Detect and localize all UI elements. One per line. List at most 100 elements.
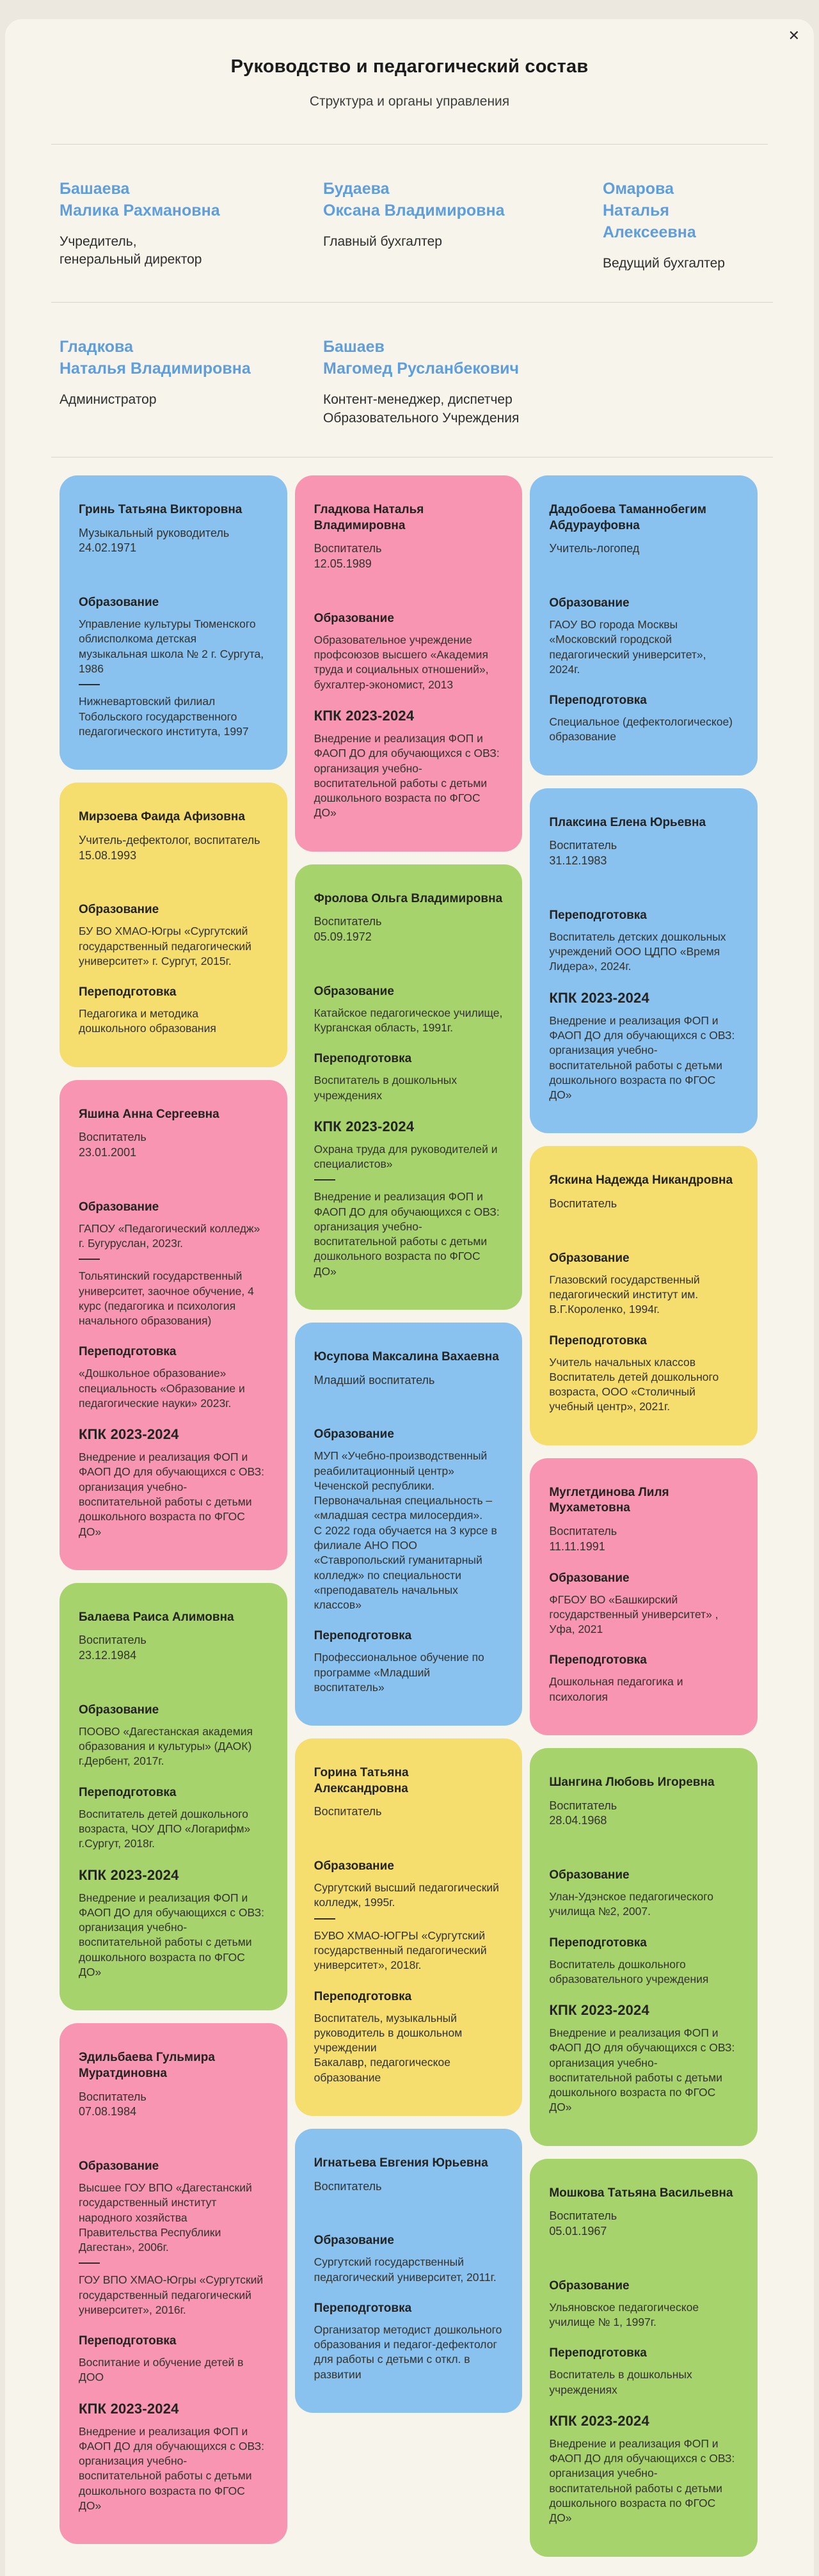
staff-card: Балаева Раиса Алимовна Воспитатель 23.12.1…: [60, 1582, 287, 2011]
staff-role: Младший воспитатель: [314, 1373, 435, 1387]
kpk-heading: КПК 2023-2024: [549, 2412, 649, 2429]
staff-dob: 15.08.1993: [79, 848, 137, 862]
section-text: Катайское педагогическое училище, Курган…: [314, 1006, 503, 1035]
card-spacer: [314, 1820, 504, 1843]
manager-role: Администратор: [60, 392, 157, 408]
section-text: Внедрение и реализация ФОП и ФАОП ДО для…: [314, 731, 500, 820]
section-heading: Переподготовка: [79, 985, 177, 999]
management-row: Гладкова Наталья Владимировна Администрат…: [60, 303, 765, 457]
section-text: Внедрение и реализация ФОП и ФАОП ДО для…: [549, 2437, 735, 2525]
section-text: Дошкольная педагогика и психология: [549, 1675, 683, 1703]
section-text: Улан-Удэнское педагогического училища №2…: [549, 1890, 713, 1918]
staff-name: Плаксина Елена Юрьевна: [549, 815, 706, 829]
staff-card: Шангина Любовь Игоревна Воспитатель 28.04.…: [530, 1747, 758, 2146]
staff-role: Музыкальный руководитель: [79, 526, 230, 539]
manager-role: Главный бухгалтер: [323, 234, 442, 249]
section-heading: Переподготовка: [549, 1653, 647, 1667]
staff-column: Гринь Татьяна Викторовна Музыкальный руко…: [60, 475, 287, 2545]
card-spacer: [549, 2239, 738, 2262]
staff-dob: 28.04.1968: [549, 1814, 607, 1827]
kpk-heading: КПК 2023-2024: [549, 989, 649, 1006]
kpk-heading: КПК 2023-2024: [314, 707, 415, 724]
manager-name: Омарова Наталья Алексеевна: [603, 180, 696, 241]
section-heading: Образование: [79, 903, 159, 917]
section-text: Сургутский высший педагогический колледж…: [314, 1881, 499, 1909]
staff-name: Горина Татьяна Александровна: [314, 1766, 409, 1795]
section-heading: Образование: [549, 1868, 630, 1882]
staff-card: Плаксина Елена Юрьевна Воспитатель 31.12.1…: [530, 788, 758, 1134]
section-text: БУ ВО ХМАО-Югры «Сургутский государствен…: [79, 925, 251, 967]
section-text: ГОУ ВПО ХМАО-Югры «Сургутский государств…: [79, 2273, 264, 2316]
staff-card: Муглетдинова Лиля Мухаметовна Воспитатель…: [530, 1458, 758, 1735]
staff-role: Воспитатель: [549, 839, 617, 852]
staff-role: Воспитатель: [314, 915, 382, 928]
section-heading: Образование: [79, 1703, 159, 1717]
card-spacer: [79, 1664, 268, 1687]
kpk-heading: КПК 2023-2024: [79, 2400, 179, 2417]
section-heading: Переподготовка: [314, 1989, 412, 2003]
staff-dob: 05.01.1967: [549, 2225, 607, 2238]
staff-dob: 23.01.2001: [79, 1146, 137, 1159]
card-spacer: [549, 1212, 738, 1235]
manager-role: Ведущий бухгалтер: [603, 256, 725, 271]
section-heading: Переподготовка: [549, 1936, 647, 1950]
staff-role: Воспитатель: [79, 1634, 147, 1647]
section-text: Внедрение и реализация ФОП и ФАОП ДО для…: [549, 2026, 735, 2114]
staff-role: Воспитатель: [314, 542, 382, 555]
card-spacer: [79, 556, 268, 579]
staff-dob: 31.12.1983: [549, 854, 607, 868]
section-text: Нижневартовский филиал Тобольского госуд…: [79, 695, 249, 738]
section-heading: Образование: [314, 2234, 394, 2248]
mini-divider: [79, 684, 100, 686]
section-text: БУВО ХМАО-ЮГРЫ «Сургутский государственн…: [314, 1928, 487, 1972]
divider: [51, 144, 768, 145]
section-heading: Переподготовка: [79, 1345, 177, 1359]
card-spacer: [79, 2120, 268, 2143]
card-spacer: [314, 945, 504, 968]
staff-name: Юсупова Максалина Вахаевна: [314, 1349, 499, 1364]
section-text: Внедрение и реализация ФОП и ФАОП ДО для…: [79, 1891, 265, 1978]
section-text: Управление культуры Тюменского облисполк…: [79, 617, 264, 676]
section-text: Внедрение и реализация ФОП и ФАОП ДО для…: [79, 2424, 265, 2512]
staff-dob: 07.08.1984: [79, 2105, 137, 2119]
staff-role: Учитель-дефектолог, воспитатель: [79, 833, 260, 847]
staff-dob: 11.11.1991: [549, 1539, 605, 1553]
manager-name: Гладкова Наталья Владимировна: [60, 338, 251, 378]
staff-card: Мирзоева Фаида Афизовна Учитель-дефектоло…: [60, 783, 287, 1067]
staff-card: Гладкова Наталья Владимировна Воспитатель…: [294, 475, 523, 852]
section-text: Глазовский государственный педагогически…: [549, 1273, 700, 1316]
staff-card: Эдильбаева Гульмира Муратдиновна Воспитат…: [60, 2023, 287, 2545]
section-heading: Образование: [549, 1251, 630, 1265]
section-heading: Образование: [79, 1200, 159, 1214]
staff-name: Мирзоева Фаида Афизовна: [79, 810, 245, 824]
staff-column: Дадобоева Таманнобегим Абдурауфовна Учите…: [530, 475, 758, 2557]
section-text: Организатор методист дошкольного образов…: [314, 2323, 502, 2381]
section-text: Воспитатель в дошкольных учреждениях: [549, 2368, 692, 2396]
manager-card: Башаев Магомед Русланбекович Контент-мене…: [323, 336, 603, 427]
section-text: Учитель начальных классов Воспитатель де…: [549, 1355, 719, 1413]
staff-card: Яскина Надежда Никандровна Воспитатель Обр…: [530, 1146, 758, 1445]
kpk-heading: КПК 2023-2024: [79, 1426, 179, 1443]
staff-role: Воспитатель: [79, 2090, 147, 2103]
section-text: Ульяновское педагогическое училище № 1, …: [549, 2300, 699, 2329]
section-heading: Переподготовка: [314, 1052, 412, 1066]
staff-name: Эдильбаева Гульмира Муратдиновна: [79, 2051, 215, 2080]
manager-name: Башаева Малика Рахмановна: [60, 180, 220, 219]
section-text: ГАОУ ВО города Москвы «Московский городс…: [549, 618, 706, 676]
staff-card: Юсупова Максалина Вахаевна Младший воспит…: [294, 1322, 523, 1726]
divider: [51, 302, 773, 303]
staff-name: Яскина Надежда Никандровна: [549, 1173, 733, 1188]
section-text: «Дошкольное образование» специальность «…: [79, 1367, 245, 1410]
card-spacer: [314, 572, 504, 595]
manager-name: Будаева Оксана Владимировна: [323, 180, 505, 219]
section-heading: Образование: [79, 596, 159, 610]
staff-role: Воспитатель: [549, 1197, 617, 1211]
staff-card: Фролова Ольга Владимировна Воспитатель 05.…: [294, 864, 523, 1310]
card-spacer: [314, 2194, 504, 2217]
section-text: Высшее ГОУ ВПО «Дагестанский государстве…: [79, 2181, 252, 2254]
section-text: Педагогика и методика дошкольного образо…: [79, 1007, 216, 1035]
staff-dob: 05.09.1972: [314, 930, 372, 943]
staff-card: Гринь Татьяна Викторовна Музыкальный руко…: [60, 475, 287, 770]
staff-role: Воспитатель: [549, 1799, 617, 1812]
close-icon[interactable]: ✕: [788, 28, 800, 44]
